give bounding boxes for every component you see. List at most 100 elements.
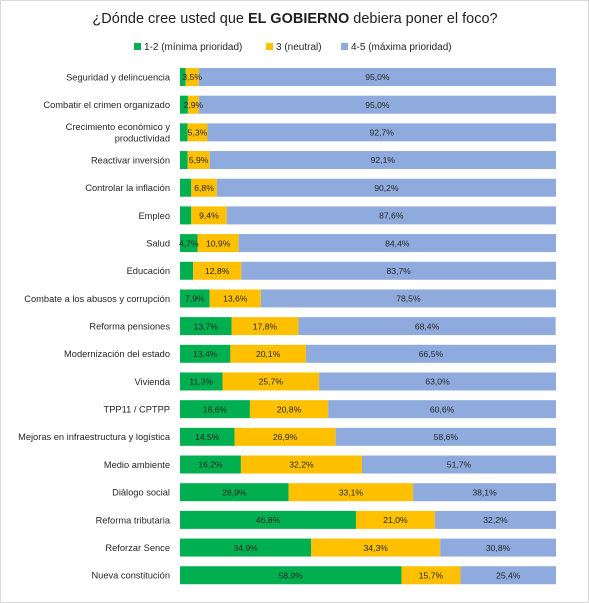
value-label: 12,8%	[205, 266, 230, 276]
value-label: 51,7%	[447, 460, 472, 470]
bar-segment	[361, 455, 556, 474]
category-label: Reforzar Sence	[105, 543, 170, 553]
chart-title-suffix: debiera poner el foco?	[349, 11, 497, 27]
category-label: Reforma pensiones	[89, 322, 170, 332]
value-label: 63,0%	[425, 377, 450, 387]
bar-segment	[355, 510, 435, 529]
category-label: TPP11 / CPTPP	[104, 405, 170, 415]
value-label: 28,9%	[222, 487, 247, 497]
category-label: Seguridad y delincuencia	[66, 72, 171, 82]
value-label: 95,0%	[365, 100, 390, 110]
bar-segment	[180, 510, 356, 529]
bar-segment	[180, 68, 186, 86]
category-label: Combatir el crimen organizado	[43, 100, 170, 110]
category-label: Crecimiento económico y productividad	[66, 122, 171, 144]
chart-title: ¿Dónde cree usted que EL GOBIERNO debier…	[92, 11, 497, 27]
category-label: Salud	[146, 238, 170, 248]
category-label: Controlar la inflación	[85, 183, 170, 193]
value-label: 4,7%	[179, 238, 199, 248]
value-label: 84,4%	[385, 238, 410, 248]
value-labels: 3,5% 95,0% 2,9% 95,0% 5,3% 92,7% 5,9% 92,1% 6,8%…	[179, 72, 521, 580]
bar-segment	[240, 455, 362, 474]
bar-segment	[260, 289, 556, 308]
bar-segment	[216, 178, 556, 197]
value-label: 5,3%	[188, 128, 208, 138]
value-label: 46,8%	[256, 515, 281, 525]
value-label: 26,9%	[273, 432, 298, 442]
category-label: Vivienda	[135, 377, 171, 387]
value-label: 6,8%	[194, 183, 214, 193]
bar-segment	[180, 317, 232, 336]
bar-segment	[209, 289, 261, 308]
category-label: Reactivar inversión	[91, 155, 170, 165]
value-label: 58,9%	[279, 570, 304, 580]
bar-segment	[413, 483, 556, 502]
bar-segment	[180, 95, 188, 114]
value-label: 34,9%	[233, 543, 258, 553]
bar-segment	[440, 538, 556, 557]
chart-legend: 1-2 (mínima prioridad) 3 (neutral) 4-5 (má…	[134, 42, 452, 53]
bar-segment	[241, 261, 556, 280]
chart-title-prefix: ¿Dónde cree usted que	[92, 11, 248, 27]
bar-segment	[298, 317, 556, 336]
category-label: Educación	[127, 266, 170, 276]
bar-segment	[180, 206, 192, 225]
value-label: 5,9%	[189, 155, 209, 165]
value-label: 38,1%	[472, 487, 497, 497]
bar-segment	[434, 510, 556, 529]
category-labels: Seguridad y delincuencia Combatir el crim…	[18, 72, 171, 580]
bar-segment	[249, 400, 329, 419]
value-label: 16,2%	[198, 460, 223, 470]
bar-segment	[180, 261, 194, 280]
bar-segment	[198, 68, 557, 86]
value-label: 92,7%	[370, 128, 395, 138]
value-label: 13,7%	[194, 321, 219, 331]
value-label: 25,7%	[259, 377, 284, 387]
value-label: 34,3%	[364, 543, 389, 553]
value-label: 13,6%	[223, 294, 248, 304]
bar-segment	[180, 483, 289, 502]
bar-segment	[180, 372, 223, 391]
bar-segment	[222, 372, 320, 391]
value-label: 87,6%	[379, 211, 404, 221]
bar-segments	[180, 68, 557, 585]
bar-segment	[180, 344, 231, 363]
value-label: 9,4%	[199, 211, 219, 221]
bar-segment	[180, 427, 235, 446]
category-label: Diálogo social	[112, 488, 170, 498]
value-label: 92,1%	[371, 155, 396, 165]
value-label: 21,0%	[383, 515, 408, 525]
bar-segment	[180, 538, 312, 557]
bar-segment	[180, 151, 188, 170]
bar-segment	[311, 538, 441, 557]
value-label: 18,6%	[203, 404, 228, 414]
bar-segment	[180, 123, 188, 142]
bar-segment	[191, 178, 217, 197]
bar-segment	[238, 234, 556, 253]
category-label-line: Crecimiento económico y	[66, 122, 171, 132]
value-label: 90,2%	[374, 183, 399, 193]
bar-segment	[187, 123, 208, 142]
legend-swatch	[134, 43, 141, 50]
category-label: Modernización del estado	[64, 349, 170, 359]
bar-segment	[207, 123, 556, 142]
category-label: Empleo	[138, 211, 170, 221]
legend-swatch	[266, 43, 273, 50]
category-label: Combate a los abusos y corrupción	[24, 294, 170, 304]
bar-segment	[180, 400, 250, 419]
bar-segment	[187, 95, 199, 114]
category-label: Mejoras en infraestructura y logística	[18, 432, 171, 442]
category-label: Reforma tributaria	[96, 515, 171, 525]
bar-segment	[197, 234, 239, 253]
bar-segment	[460, 566, 556, 585]
value-label: 95,0%	[365, 72, 390, 82]
bar-segment	[328, 400, 556, 419]
value-label: 7,9%	[185, 294, 205, 304]
value-label: 13,4%	[193, 349, 218, 359]
bar-segment	[193, 261, 242, 280]
value-label: 68,4%	[415, 321, 440, 331]
bar-segment	[180, 234, 198, 253]
bar-segment	[305, 344, 556, 363]
value-label: 60,6%	[430, 404, 455, 414]
